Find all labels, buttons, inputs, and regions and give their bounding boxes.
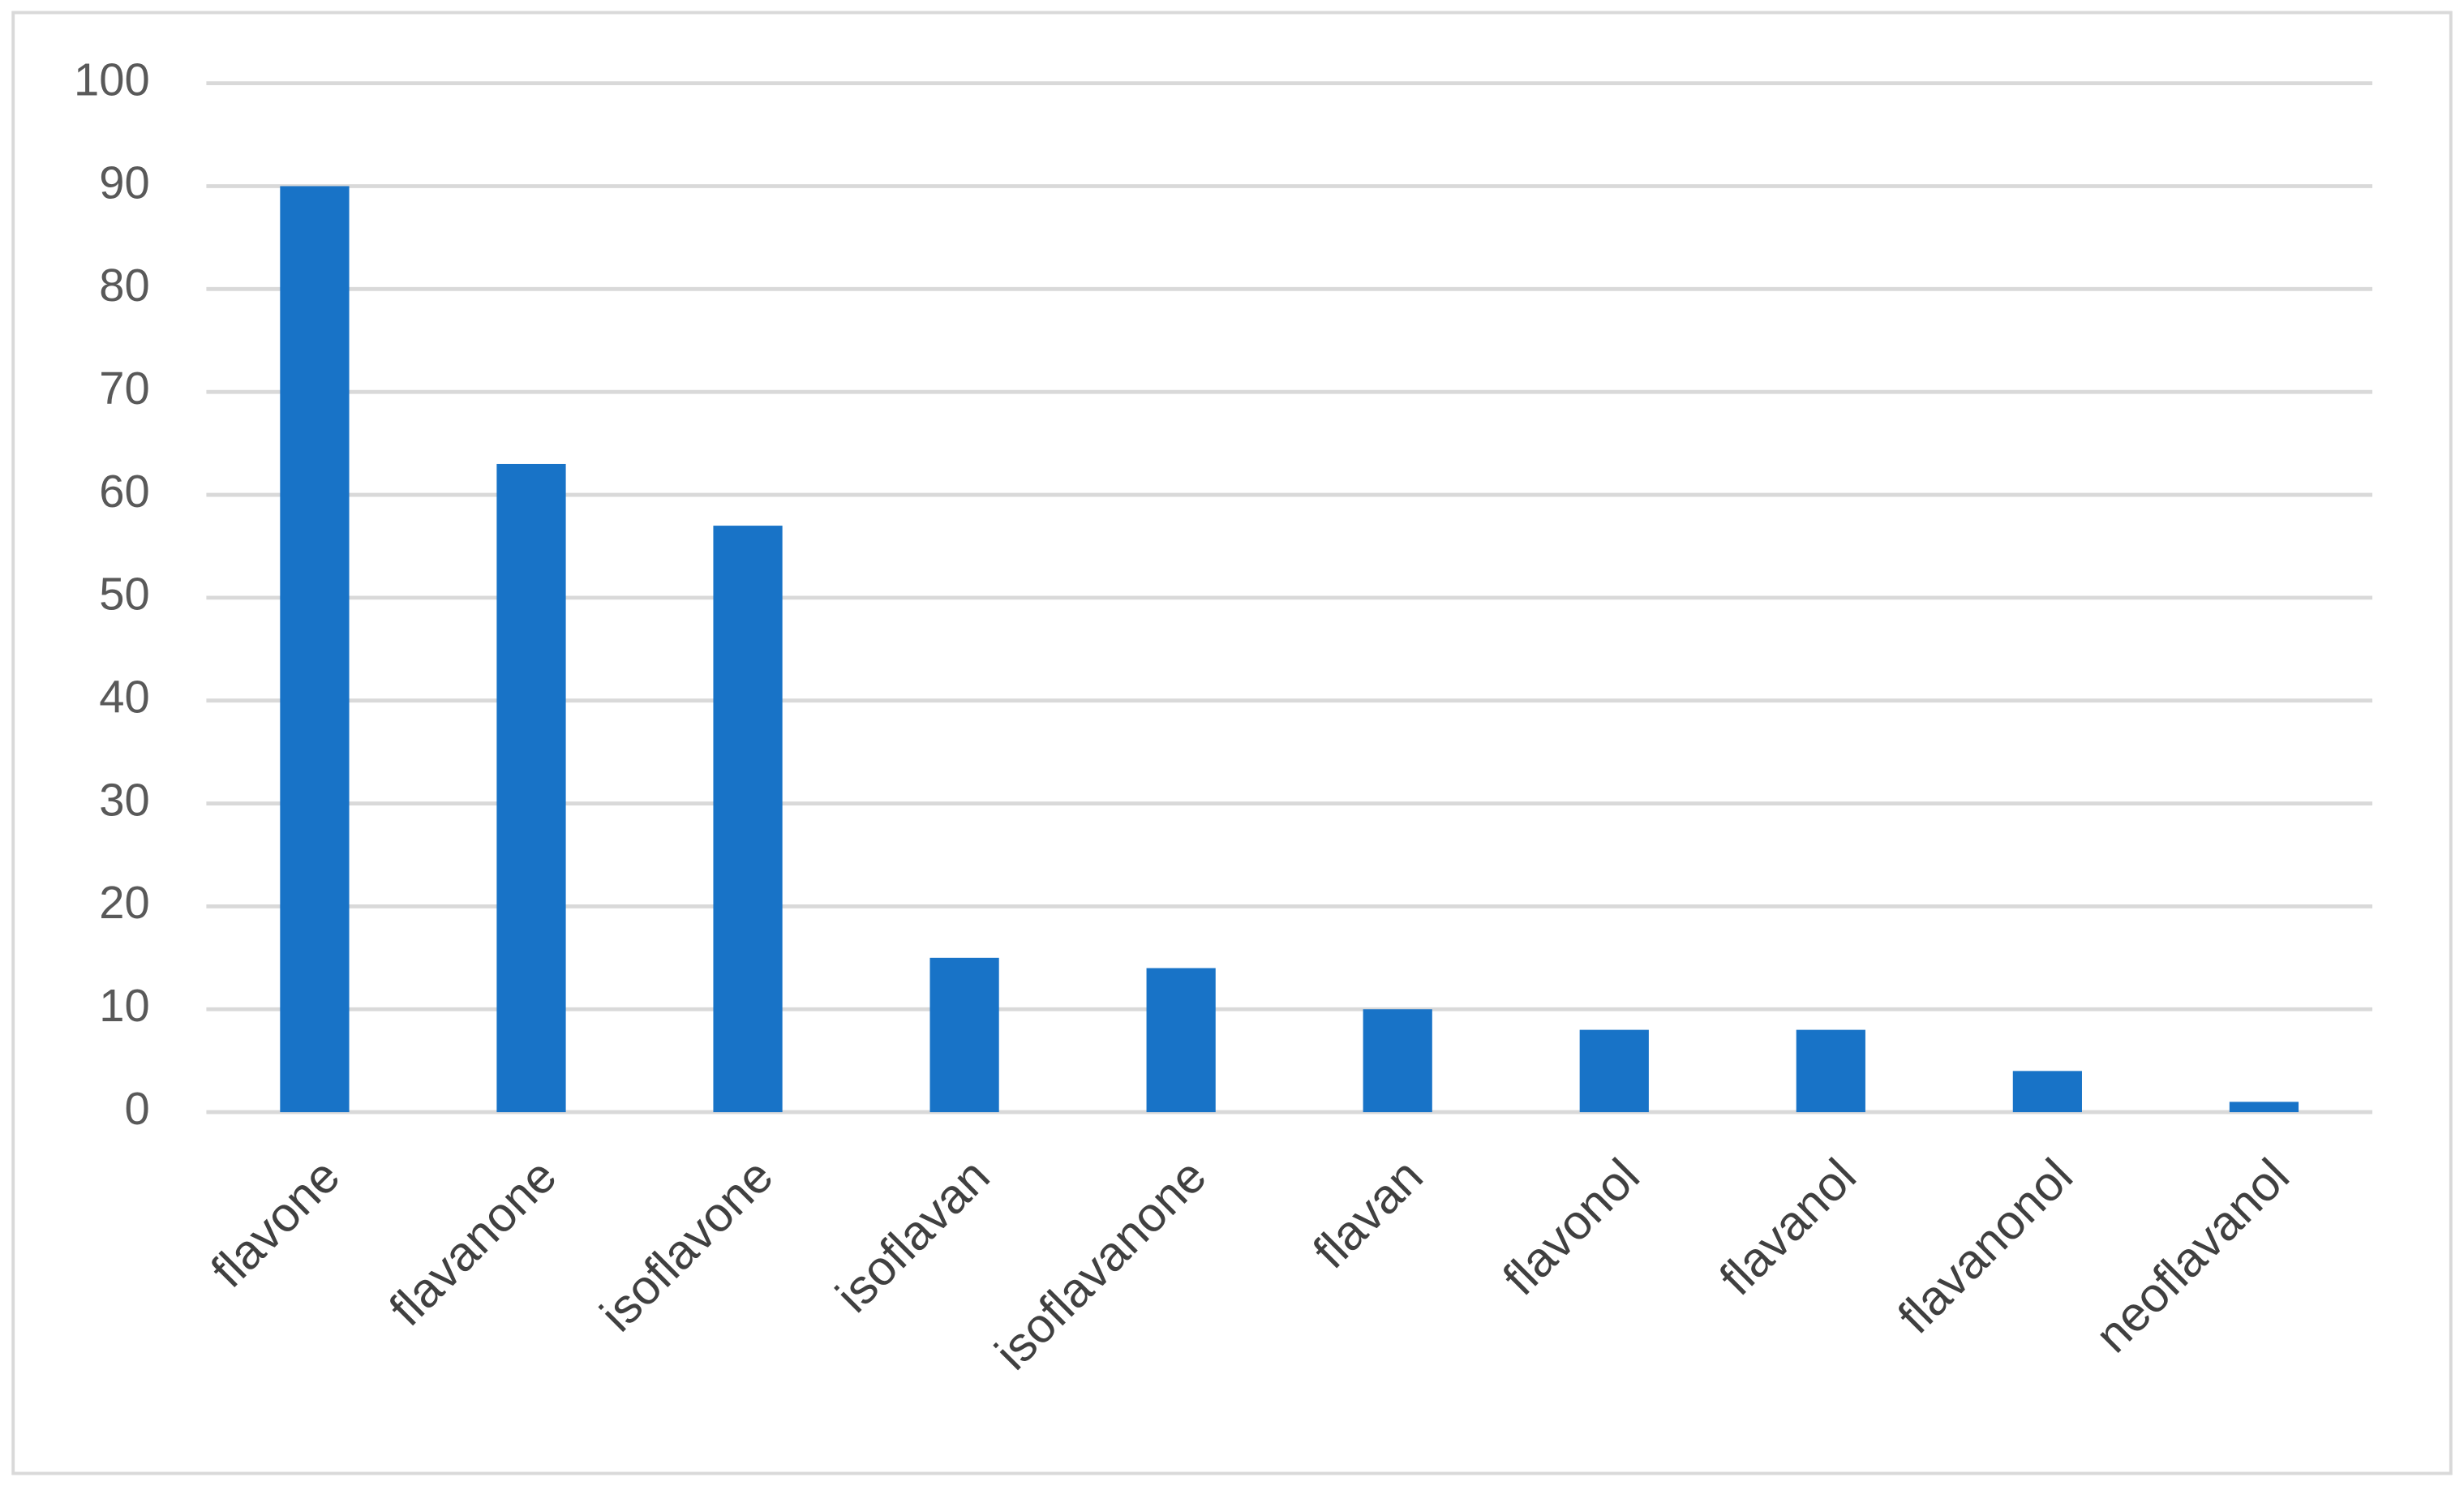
y-tick-label: 50 — [99, 569, 149, 620]
bar — [496, 463, 566, 1113]
y-tick-label: 0 — [124, 1083, 149, 1134]
bar — [280, 186, 350, 1113]
bar — [1579, 1029, 1649, 1113]
y-tick-label: 30 — [99, 774, 149, 825]
bar — [2012, 1071, 2082, 1113]
y-tick-label: 90 — [99, 157, 149, 208]
bar — [1796, 1029, 1865, 1113]
y-tick-label: 20 — [99, 877, 149, 928]
y-tick-label: 100 — [74, 54, 150, 105]
y-tick-label: 60 — [99, 466, 149, 517]
y-tick-label: 70 — [99, 363, 149, 414]
bar — [929, 957, 999, 1113]
bar — [1146, 968, 1216, 1113]
y-tick-label: 80 — [99, 260, 149, 311]
bar — [2229, 1102, 2299, 1113]
y-tick-label: 10 — [99, 980, 149, 1031]
bar — [713, 526, 783, 1113]
bar — [1363, 1009, 1432, 1113]
y-tick-label: 40 — [99, 672, 149, 723]
chart-border — [11, 11, 2453, 1475]
